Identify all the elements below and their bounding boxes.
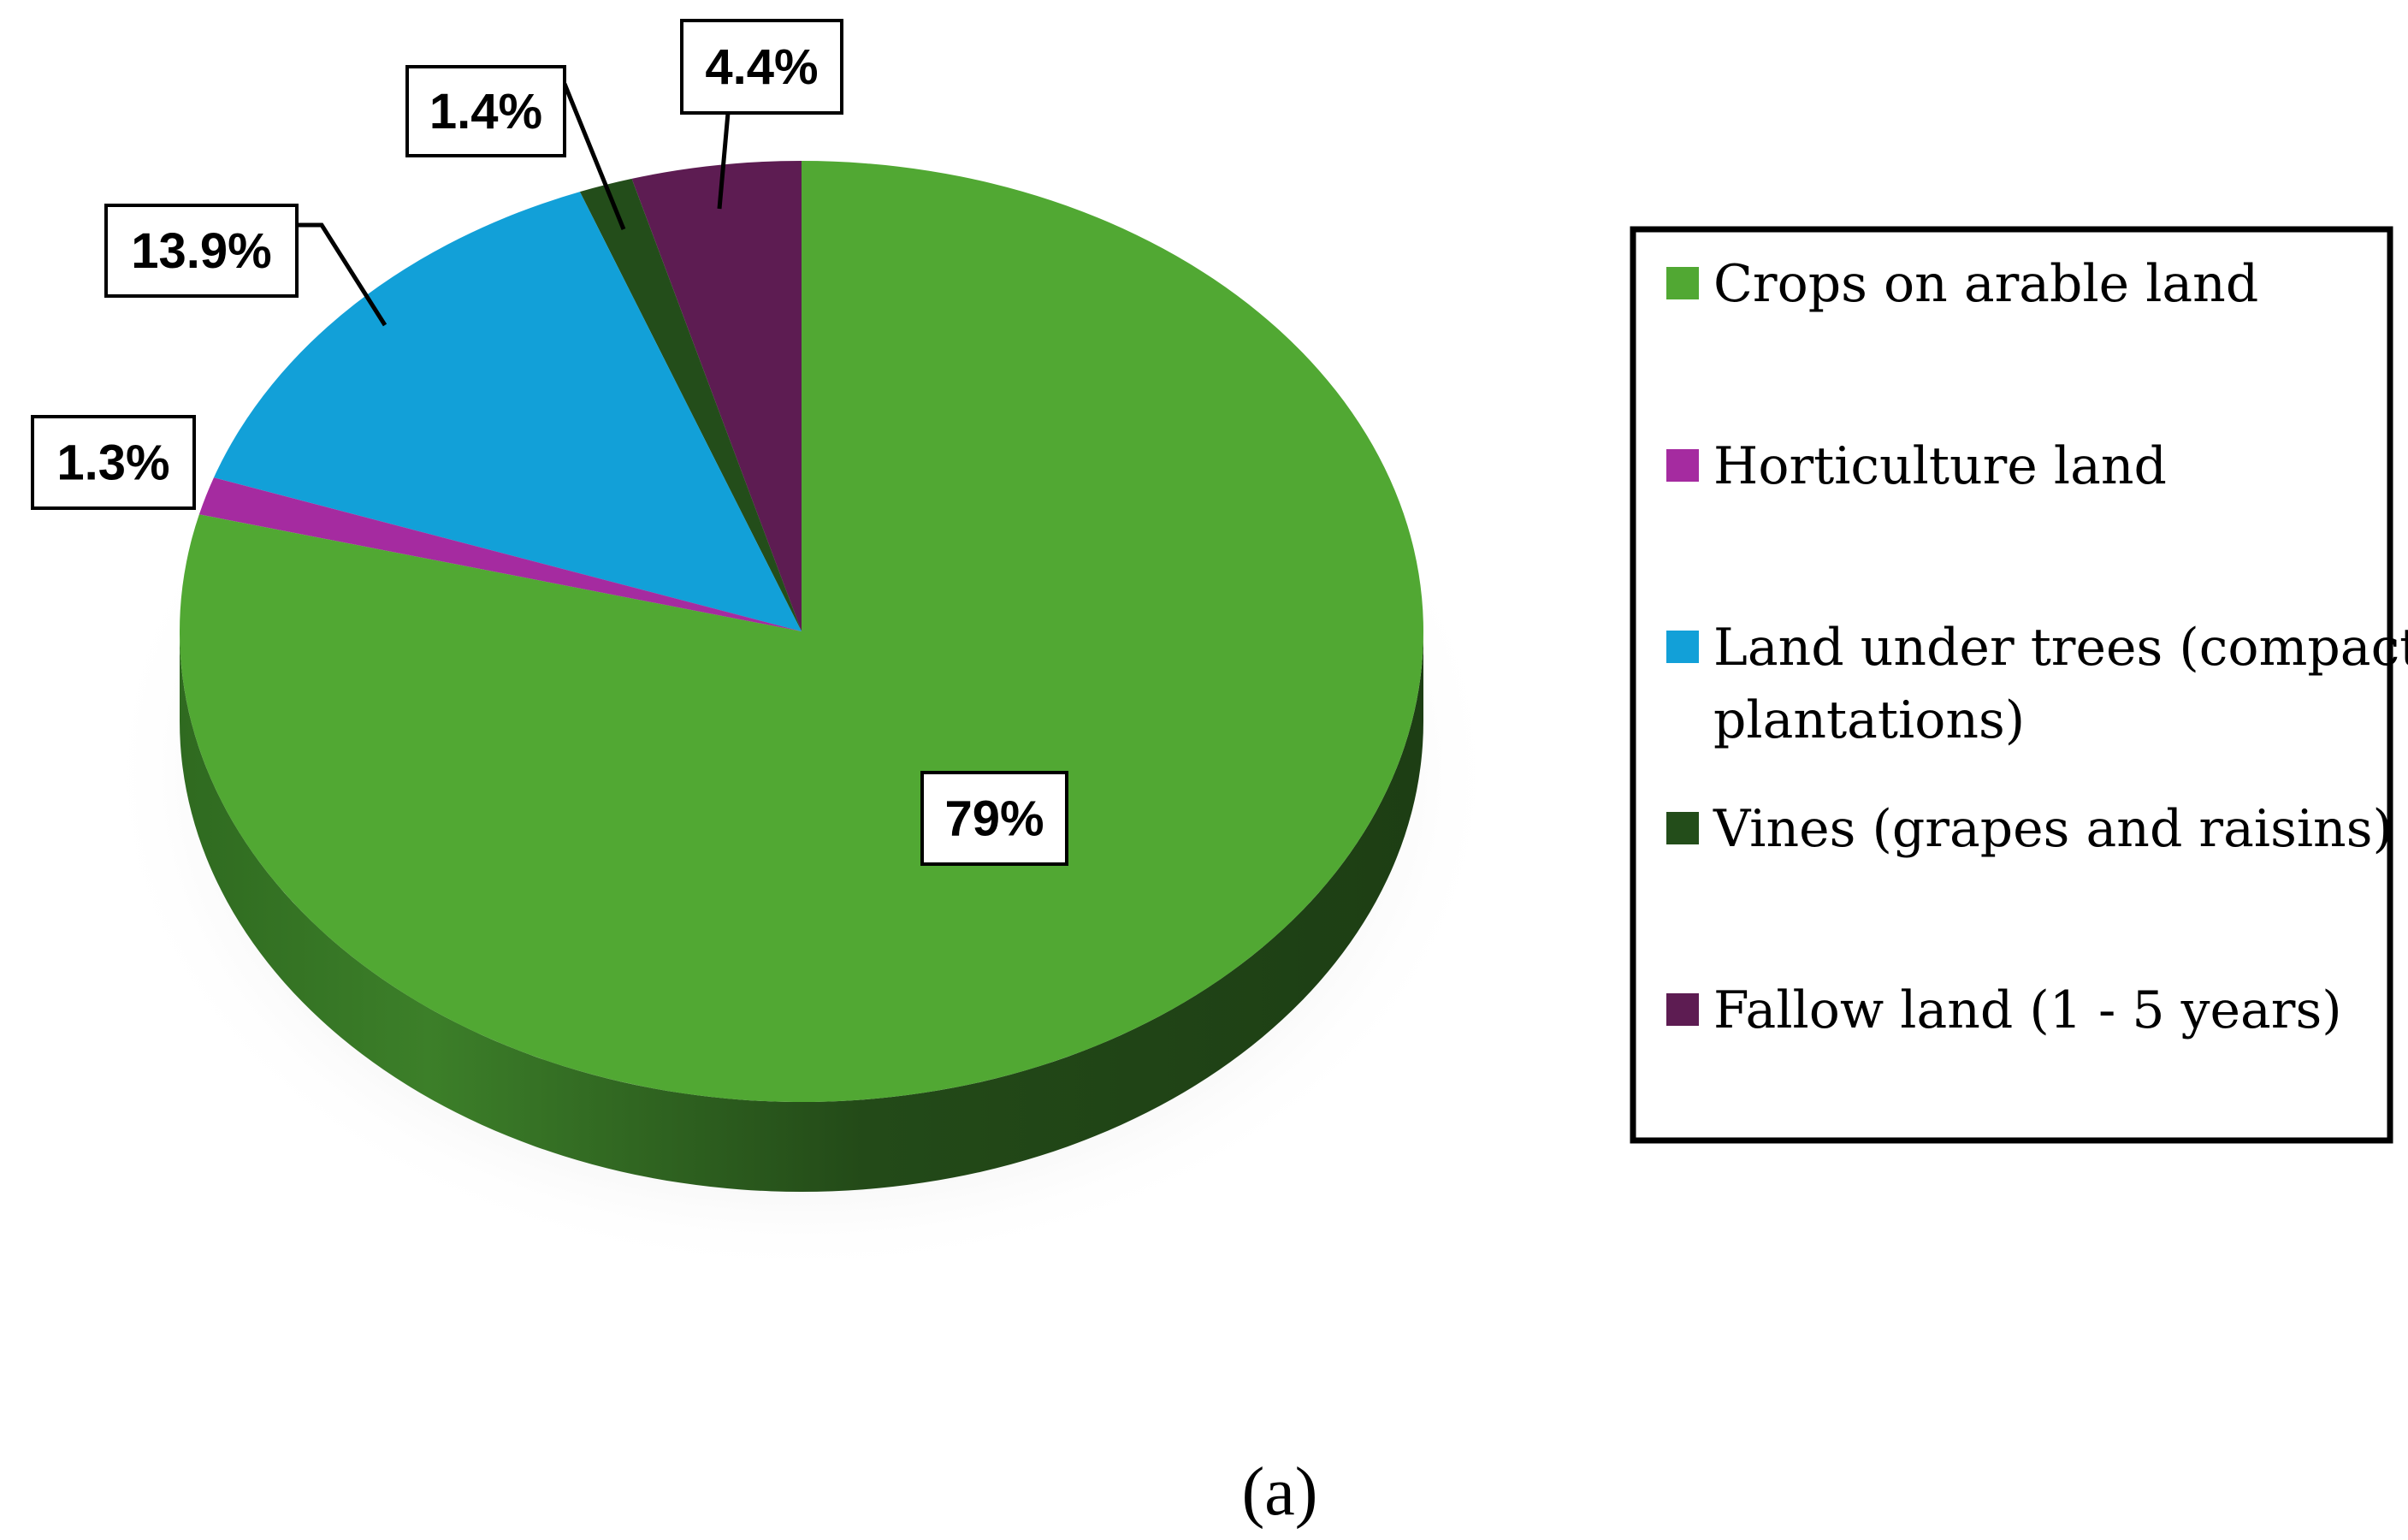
data-label-vines-grapes-and-raisins: 1.4% (429, 84, 542, 139)
pie-side-wall (180, 631, 1423, 1192)
legend-box (1630, 226, 2393, 1144)
pie-slice-vines-grapes-and-raisins (579, 178, 802, 632)
figure-caption: (a) (1242, 1454, 1318, 1530)
data-label-box-land-under-trees-compact-plantations (104, 204, 299, 298)
data-label-crops-on-arable-land: 79% (944, 791, 1044, 847)
leader-line-vines-grapes-and-raisins (562, 83, 626, 230)
data-label-box-vines-grapes-and-raisins (405, 65, 566, 157)
data-label-box-fallow-land-1-5-years (680, 19, 843, 115)
leader-line-fallow-land-1-5-years (717, 112, 731, 210)
legend-label-land-under-trees-compact-plantations: Land under trees (compact (1713, 618, 2408, 678)
legend-label-land-under-trees-compact-plantations: plantations) (1713, 690, 2025, 750)
callout-layer: 4.4% 1.4% 13.9% 1.3% 79% (31, 19, 1068, 866)
legend-swatch-land-under-trees-compact-plantations (1666, 631, 1699, 663)
legend-label-fallow-land-1-5-years: Fallow land (1 - 5 years) (1713, 980, 2342, 1040)
pie-layer (103, 161, 1500, 1277)
pie-slice-crops-on-arable-land (180, 161, 1423, 1103)
leader-line-land-under-trees-compact-plantations (297, 222, 388, 327)
legend-label-horticulture-land: Horticulture land (1713, 436, 2167, 496)
legend-label-crops-on-arable-land: Crops on arable land (1713, 254, 2258, 314)
data-label-fallow-land-1-5-years: 4.4% (705, 39, 818, 95)
data-label-land-under-trees-compact-plantations: 13.9% (131, 223, 271, 279)
data-label-horticulture-land: 1.3% (56, 435, 169, 491)
legend-swatch-fallow-land-1-5-years (1666, 993, 1699, 1026)
pie-slice-horticulture-land (198, 477, 802, 631)
data-label-box-crops-on-arable-land (920, 771, 1068, 866)
legend-swatch-vines-grapes-and-raisins (1666, 812, 1699, 844)
pie-slice-fallow-land-1-5-years (631, 161, 802, 631)
legend-label-vines-grapes-and-raisins: Vines (grapes and raisins) (1713, 799, 2393, 859)
legend: Crops on arable land Horticulture land Lan… (1630, 226, 2408, 1144)
pie-slice-land-under-trees-compact-plantations (213, 192, 802, 631)
legend-swatch-crops-on-arable-land (1666, 267, 1699, 299)
legend-swatch-horticulture-land (1666, 449, 1699, 482)
data-label-box-horticulture-land (31, 415, 196, 510)
